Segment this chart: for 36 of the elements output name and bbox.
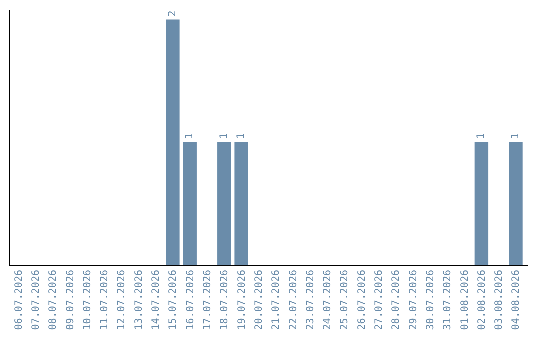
x-tick-label: 09.07.2026 <box>65 270 76 330</box>
x-tick-label: 02.08.2026 <box>476 270 488 330</box>
x-tick-label: 08.07.2026 <box>48 270 60 330</box>
x-tick-label: 31.07.2026 <box>442 270 454 330</box>
x-tick-label: 18.07.2026 <box>220 270 231 330</box>
x-tick-label: 21.07.2026 <box>271 270 282 330</box>
x-tick-label: 23.07.2026 <box>305 270 316 330</box>
x-tick-label: 07.07.2026 <box>30 270 42 330</box>
x-tick-label: 10.07.2026 <box>82 270 94 330</box>
x-tick-label: 22.07.2026 <box>288 270 300 330</box>
x-tick-label: 16.07.2026 <box>185 270 196 330</box>
x-tick-label: 06.07.2026 <box>14 270 25 330</box>
data-label: 1 <box>476 133 488 140</box>
x-tick-label: 01.08.2026 <box>460 270 471 330</box>
data-label: 1 <box>184 133 196 140</box>
x-tick-label: 24.07.2026 <box>322 270 334 330</box>
x-tick-label: 12.07.2026 <box>116 270 128 330</box>
x-tick-label: 28.07.2026 <box>391 270 402 330</box>
x-tick-label: 11.07.2026 <box>100 270 111 330</box>
data-label: 1 <box>510 133 522 140</box>
x-tick-label: 20.07.2026 <box>254 270 265 330</box>
data-label: 1 <box>218 133 230 140</box>
x-tick-label: 29.07.2026 <box>408 270 420 330</box>
x-tick-label: 15.07.2026 <box>168 270 180 330</box>
x-tick-label: 19.07.2026 <box>236 270 248 330</box>
x-tick-label: 25.07.2026 <box>340 270 351 330</box>
x-tick-label: 04.08.2026 <box>511 270 522 330</box>
x-tick-label: 14.07.2026 <box>151 270 162 330</box>
x-tick-label: 30.07.2026 <box>425 270 436 330</box>
x-tick-label: 13.07.2026 <box>134 270 145 330</box>
x-tick-label: 26.07.2026 <box>356 270 368 330</box>
data-label: 1 <box>236 133 248 140</box>
data-label: 2 <box>167 10 178 17</box>
x-tick-label: 17.07.2026 <box>202 270 214 330</box>
x-tick-label: 03.08.2026 <box>494 270 506 330</box>
x-tick-label: 27.07.2026 <box>374 270 386 330</box>
